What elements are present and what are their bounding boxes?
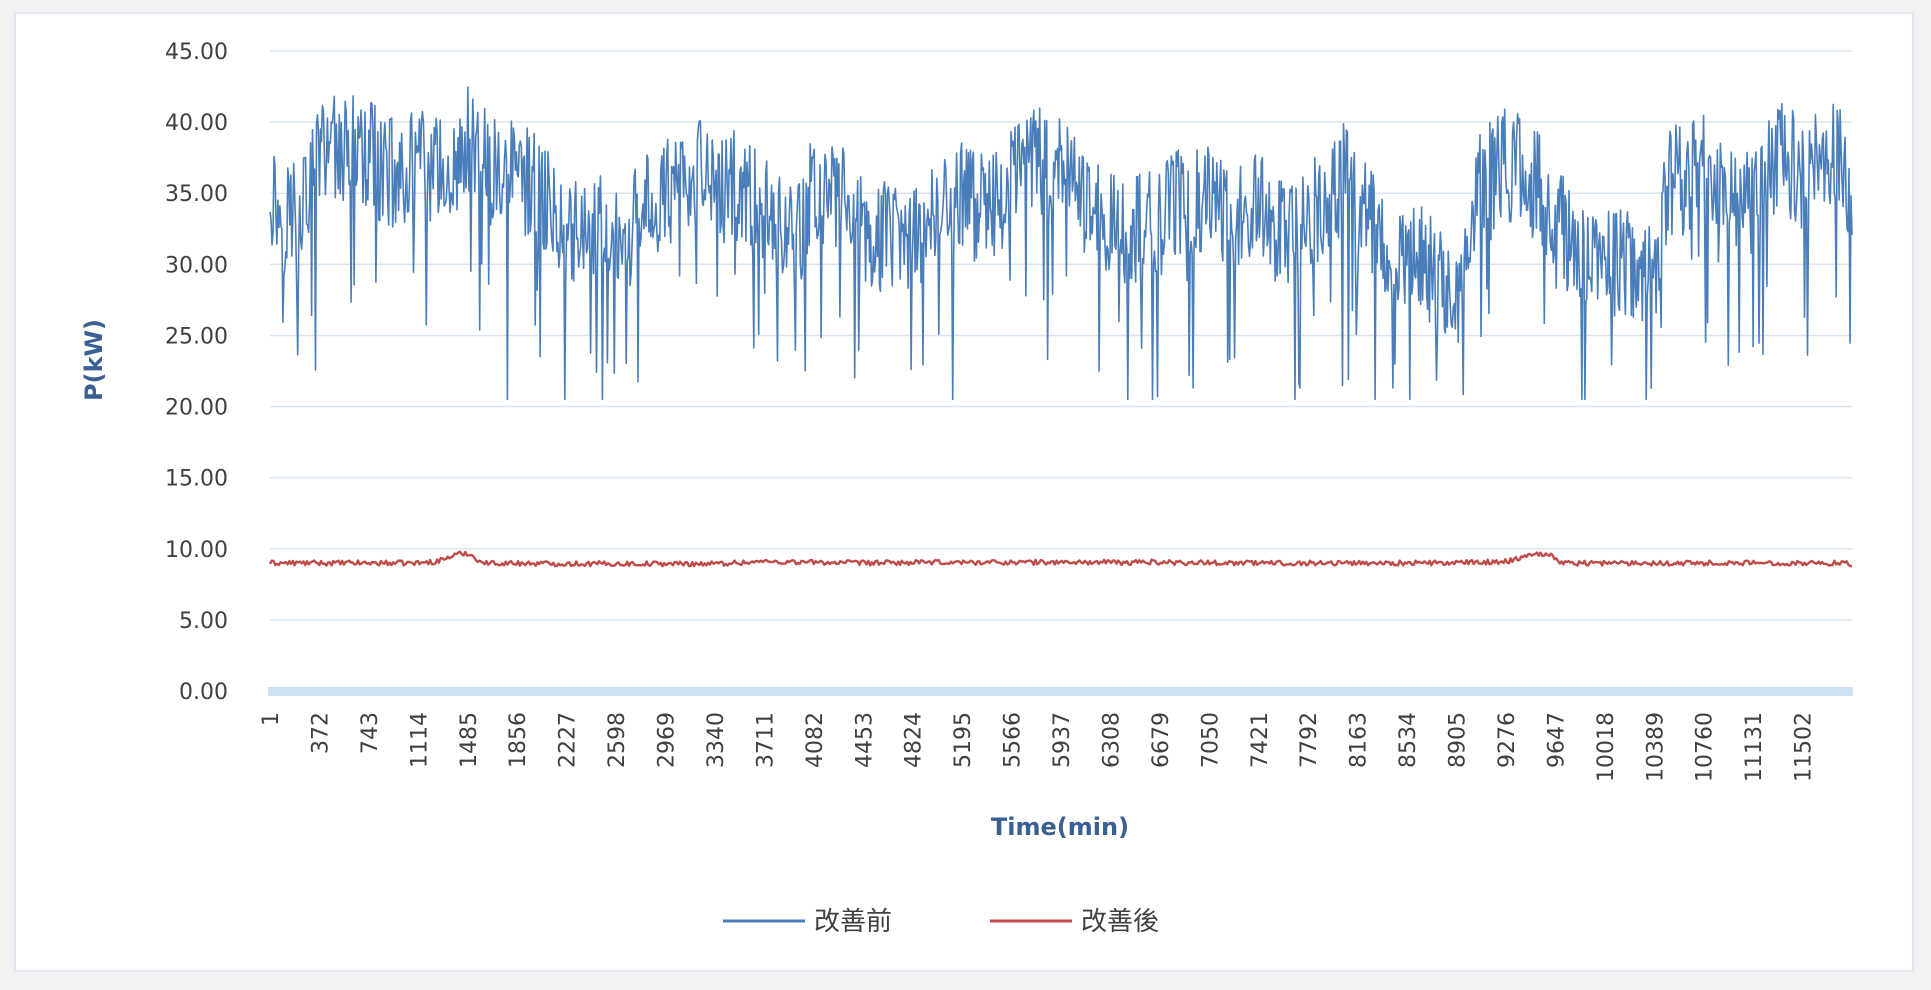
x-tick-label-11: 4082 [803, 712, 828, 768]
y-tick-label-2: 10.00 [165, 538, 228, 563]
x-tick-label-1: 372 [308, 712, 333, 754]
x-tick-label-8: 2969 [655, 712, 680, 768]
x-tick-label-25: 9276 [1495, 712, 1520, 768]
y-tick-label-0: 0.00 [179, 680, 228, 705]
x-tick-label-15: 5566 [1001, 712, 1026, 768]
y-tick-label-1: 5.00 [179, 609, 228, 634]
x-tick-label-27: 10018 [1594, 712, 1619, 782]
x-tick-label-12: 4453 [852, 712, 877, 768]
legend-label-series-1: 改善後 [1081, 907, 1159, 937]
y-axis-ticks: 0.00 5.00 10.00 15.00 20.00 25.00 30.00 35.00 40… [165, 40, 228, 705]
y-tick-label-5: 25.00 [165, 324, 228, 349]
x-tick-label-4: 1485 [457, 712, 482, 768]
series-line-1 [268, 550, 1853, 568]
x-tick-label-24: 8905 [1446, 712, 1471, 768]
x-tick-label-20: 7421 [1248, 712, 1273, 768]
x-tick-label-21: 7792 [1297, 712, 1322, 768]
x-tick-label-30: 11131 [1742, 712, 1767, 782]
x-tick-label-10: 3711 [753, 712, 778, 768]
x-tick-label-17: 6308 [1099, 712, 1124, 768]
x-tick-label-3: 1114 [407, 712, 432, 768]
x-tick-label-26: 9647 [1544, 712, 1569, 768]
y-tick-label-8: 40.00 [165, 111, 228, 136]
x-tick-label-16: 5937 [1050, 712, 1075, 768]
x-axis-ticks: 1 372 743 1114 1485 1856 2227 2598 2969 3340 3711 4… [259, 712, 1817, 782]
x-tick-label-14: 5195 [951, 712, 976, 768]
x-tick-label-29: 10760 [1693, 712, 1718, 782]
x-tick-label-18: 6679 [1149, 712, 1174, 768]
legend-label-series-0: 改善前 [814, 907, 892, 937]
x-axis-title: Time(min) [991, 813, 1129, 841]
series-line-0 [269, 86, 1853, 401]
x-tick-label-9: 3340 [704, 712, 729, 768]
x-tick-label-19: 7050 [1198, 712, 1223, 768]
x-axis-baseline [268, 687, 1853, 696]
y-axis-title: P(kW) [80, 319, 108, 401]
x-tick-label-28: 10389 [1643, 712, 1668, 782]
y-tick-label-3: 15.00 [165, 467, 228, 492]
x-tick-label-6: 2227 [556, 712, 581, 768]
y-tick-label-7: 35.00 [165, 182, 228, 207]
x-tick-label-23: 8534 [1396, 712, 1421, 768]
x-tick-label-13: 4824 [902, 712, 927, 768]
series-lines [268, 86, 1853, 568]
x-tick-label-2: 743 [358, 712, 383, 754]
x-tick-label-22: 8163 [1347, 712, 1372, 768]
legend: 改善前 改善後 [723, 907, 1159, 937]
y-tick-label-6: 30.00 [165, 253, 228, 278]
x-tick-label-0: 1 [259, 712, 284, 726]
x-tick-label-7: 2598 [605, 712, 630, 768]
y-tick-label-9: 45.00 [165, 40, 228, 65]
x-tick-label-31: 11502 [1792, 712, 1817, 782]
x-tick-label-5: 1856 [506, 712, 531, 768]
y-tick-label-4: 20.00 [165, 396, 228, 421]
